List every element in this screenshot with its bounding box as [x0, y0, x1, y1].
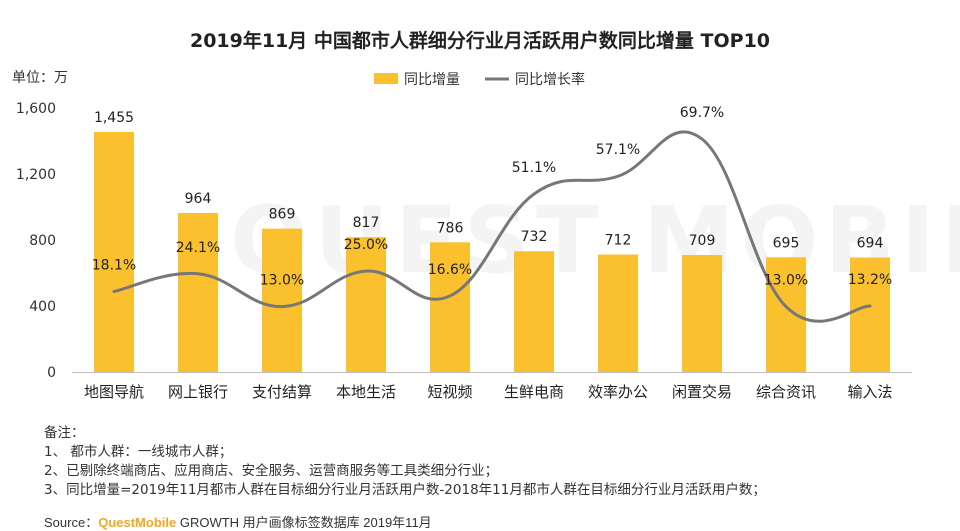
rate-value-label: 18.1%: [92, 258, 136, 274]
legend: 同比增量 同比增长率: [374, 71, 585, 88]
y-axis: 0 400 800 1,200 1,600: [16, 101, 56, 381]
x-tick-label: 支付结算: [252, 383, 312, 401]
x-tick-label: 生鲜电商: [504, 383, 564, 401]
rate-value-label: 24.1%: [176, 240, 220, 256]
bar: [262, 228, 302, 372]
rate-value-label: 51.1%: [512, 160, 556, 176]
x-axis: 地图导航 网上银行 支付结算 本地生活 短视频 生鲜电商 效率办公 闲置交易 综合资讯 输入法: [72, 372, 912, 401]
legend-swatch-bar: [374, 73, 398, 84]
bar: [430, 242, 470, 372]
bar: [766, 257, 806, 372]
bar-value-label: 694: [857, 235, 884, 251]
bar-value-label: 732: [521, 229, 548, 245]
x-tick-label: 输入法: [847, 383, 892, 401]
rate-value-label: 13.0%: [260, 273, 304, 289]
chart-title: 2019年11月 中国都市人群细分行业月活跃用户数同比增量 TOP10: [190, 29, 770, 52]
bar: [514, 251, 554, 372]
x-tick-label: 地图导航: [84, 383, 144, 401]
note-line: 1、 都市人群：一线城市人群；: [44, 444, 233, 460]
rate-line: 18.1% 24.1% 13.0% 25.0% 16.6% 51.1% 57.1% 69.7%…: [92, 105, 892, 323]
bar-value-label: 817: [353, 215, 380, 231]
bar: [346, 237, 386, 372]
bar: [682, 255, 722, 372]
bar: [178, 212, 218, 372]
y-tick-label: 1,200: [16, 167, 56, 183]
unit-label: 单位：万: [12, 70, 68, 86]
x-tick-label: 效率办公: [588, 383, 648, 401]
rate-value-label: 13.0%: [764, 273, 808, 289]
rate-value-label: 57.1%: [596, 142, 640, 158]
notes: 备注： 1、 都市人群：一线城市人群； 2、已剔除终端商店、应用商店、安全服务、…: [44, 424, 766, 500]
bars: 1,455 964 869 817 786 732 712 709 695 694: [94, 110, 890, 372]
rate-line-path: [112, 130, 872, 323]
bar: [850, 257, 890, 372]
rate-value-label: 13.2%: [848, 272, 892, 288]
y-tick-label: 0: [47, 365, 56, 381]
x-tick-label: 短视频: [427, 383, 472, 401]
legend-label-line: 同比增长率: [515, 71, 585, 88]
notes-heading: 备注：: [44, 425, 85, 441]
bar-value-label: 786: [437, 220, 464, 236]
source: Source：QuestMobile GROWTH 用户画像标签数据库 2019…: [44, 512, 432, 531]
x-tick-label: 闲置交易: [672, 383, 732, 401]
bar-value-label: 712: [605, 233, 632, 249]
y-tick-label: 1,600: [16, 101, 56, 117]
x-tick-label: 综合资讯: [756, 383, 816, 401]
bar-value-label: 964: [185, 191, 212, 207]
x-tick-label: 本地生活: [336, 383, 396, 401]
bar: [94, 131, 134, 372]
note-line: 2、已剔除终端商店、应用商店、安全服务、运营商服务等工具类细分行业；: [44, 463, 499, 479]
bar-value-label: 869: [269, 207, 296, 223]
legend-label-bar: 同比增量: [404, 72, 460, 88]
note-line: 3、同比增量=2019年11月都市人群在目标细分行业月活跃用户数-2018年11…: [44, 482, 766, 498]
rate-value-label: 69.7%: [680, 105, 724, 121]
bar-value-label: 1,455: [94, 110, 134, 126]
x-tick-label: 网上银行: [168, 383, 228, 401]
rate-value-label: 25.0%: [344, 237, 388, 253]
bar-value-label: 709: [689, 233, 716, 249]
bar-value-label: 695: [773, 235, 800, 251]
y-tick-label: 400: [29, 299, 56, 315]
bar: [598, 254, 638, 372]
rate-value-label: 16.6%: [428, 262, 472, 278]
y-tick-label: 800: [29, 233, 56, 249]
